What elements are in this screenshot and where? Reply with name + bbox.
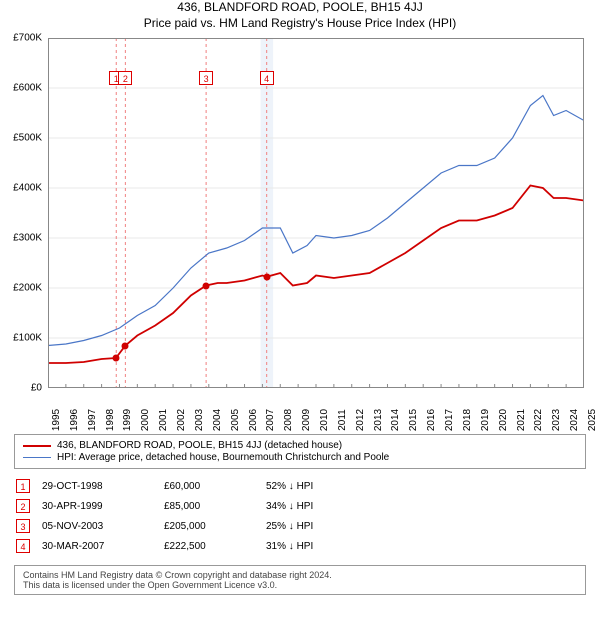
x-tick-label: 2022	[533, 409, 544, 431]
x-tick-label: 2018	[462, 409, 473, 431]
sale-delta: 52% ↓ HPI	[266, 477, 323, 495]
y-tick-label: £700K	[13, 33, 42, 44]
x-tick-label: 2023	[551, 409, 562, 431]
y-axis-labels: £0£100K£200K£300K£400K£500K£600K£700K	[0, 38, 44, 388]
sale-date: 30-MAR-2007	[42, 537, 162, 555]
y-tick-label: £500K	[13, 133, 42, 144]
x-tick-label: 2002	[176, 409, 187, 431]
x-tick-label: 1996	[69, 409, 80, 431]
price-chart: £0£100K£200K£300K£400K£500K£600K£700K 19…	[48, 38, 584, 388]
sale-delta: 31% ↓ HPI	[266, 537, 323, 555]
sale-price: £222,500	[164, 537, 264, 555]
sale-delta: 34% ↓ HPI	[266, 497, 323, 515]
x-tick-label: 2013	[373, 409, 384, 431]
x-tick-label: 2006	[248, 409, 259, 431]
license-line: Contains HM Land Registry data © Crown c…	[23, 570, 577, 580]
y-tick-label: £600K	[13, 83, 42, 94]
sale-marker-id: 2	[16, 499, 30, 513]
x-tick-label: 2015	[408, 409, 419, 431]
legend: 436, BLANDFORD ROAD, POOLE, BH15 4JJ (de…	[14, 434, 586, 469]
table-row: 3 05-NOV-2003£205,00025% ↓ HPI	[16, 517, 323, 535]
sale-price: £85,000	[164, 497, 264, 515]
page-title: 436, BLANDFORD ROAD, POOLE, BH15 4JJ	[0, 0, 600, 14]
sale-marker-id: 4	[16, 539, 30, 553]
chart-sale-dot	[113, 355, 120, 362]
legend-swatch	[23, 457, 51, 458]
sale-date: 30-APR-1999	[42, 497, 162, 515]
chart-svg	[48, 38, 584, 388]
x-tick-label: 2009	[301, 409, 312, 431]
x-tick-label: 2003	[194, 409, 205, 431]
page-subtitle: Price paid vs. HM Land Registry's House …	[0, 16, 600, 30]
x-tick-label: 2007	[265, 409, 276, 431]
x-axis-labels: 1995199619971998199920002001200220032004…	[48, 390, 584, 424]
x-tick-label: 2004	[212, 409, 223, 431]
y-tick-label: £0	[31, 383, 42, 394]
y-tick-label: £200K	[13, 283, 42, 294]
x-tick-label: 2001	[158, 409, 169, 431]
x-tick-label: 2008	[283, 409, 294, 431]
y-tick-label: £400K	[13, 183, 42, 194]
chart-marker-box: 2	[118, 71, 132, 85]
x-tick-label: 2012	[355, 409, 366, 431]
sale-date: 29-OCT-1998	[42, 477, 162, 495]
x-tick-label: 1999	[122, 409, 133, 431]
x-tick-label: 2019	[480, 409, 491, 431]
sale-price: £60,000	[164, 477, 264, 495]
sales-table: 1 29-OCT-1998£60,00052% ↓ HPI 2 30-APR-1999…	[14, 475, 325, 557]
legend-label: 436, BLANDFORD ROAD, POOLE, BH15 4JJ (de…	[57, 440, 342, 451]
legend-swatch	[23, 445, 51, 447]
license-line: This data is licensed under the Open Gov…	[23, 580, 577, 590]
x-tick-label: 2020	[498, 409, 509, 431]
x-tick-label: 2021	[516, 409, 527, 431]
x-tick-label: 2011	[337, 409, 348, 431]
chart-sale-dot	[203, 282, 210, 289]
legend-item: 436, BLANDFORD ROAD, POOLE, BH15 4JJ (de…	[23, 440, 577, 451]
license-box: Contains HM Land Registry data © Crown c…	[14, 565, 586, 595]
y-tick-label: £300K	[13, 233, 42, 244]
table-row: 1 29-OCT-1998£60,00052% ↓ HPI	[16, 477, 323, 495]
table-row: 4 30-MAR-2007£222,50031% ↓ HPI	[16, 537, 323, 555]
x-tick-label: 2024	[569, 409, 580, 431]
sale-date: 05-NOV-2003	[42, 517, 162, 535]
legend-label: HPI: Average price, detached house, Bour…	[57, 452, 389, 463]
x-tick-label: 2010	[319, 409, 330, 431]
x-tick-label: 2025	[587, 409, 598, 431]
chart-sale-dot	[122, 342, 129, 349]
sale-price: £205,000	[164, 517, 264, 535]
x-tick-label: 2005	[230, 409, 241, 431]
x-tick-label: 1998	[105, 409, 116, 431]
sale-marker-id: 3	[16, 519, 30, 533]
table-row: 2 30-APR-1999£85,00034% ↓ HPI	[16, 497, 323, 515]
x-tick-label: 2016	[426, 409, 437, 431]
x-tick-label: 1995	[51, 409, 62, 431]
sale-delta: 25% ↓ HPI	[266, 517, 323, 535]
legend-item: HPI: Average price, detached house, Bour…	[23, 452, 577, 463]
x-tick-label: 2017	[444, 409, 455, 431]
y-tick-label: £100K	[13, 333, 42, 344]
x-tick-label: 2014	[390, 409, 401, 431]
page: 436, BLANDFORD ROAD, POOLE, BH15 4JJ Pri…	[0, 0, 600, 620]
chart-marker-box: 4	[260, 71, 274, 85]
x-tick-label: 2000	[140, 409, 151, 431]
chart-sale-dot	[263, 273, 270, 280]
x-tick-label: 1997	[87, 409, 98, 431]
chart-marker-box: 3	[199, 71, 213, 85]
sale-marker-id: 1	[16, 479, 30, 493]
